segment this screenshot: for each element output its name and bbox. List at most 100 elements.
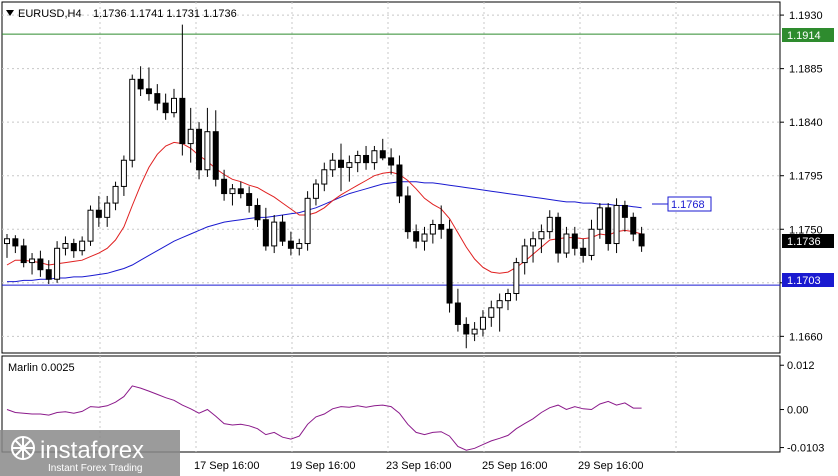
candle-body bbox=[596, 207, 603, 230]
candle bbox=[4, 234, 10, 258]
candle-body bbox=[371, 150, 378, 164]
green-level-tag bbox=[782, 28, 834, 42]
candle-body bbox=[221, 178, 228, 195]
main-grid bbox=[2, 2, 780, 353]
candle bbox=[145, 67, 152, 101]
candle-body bbox=[379, 150, 386, 159]
candle bbox=[546, 210, 553, 239]
candle bbox=[204, 107, 211, 177]
candle bbox=[54, 241, 61, 283]
candle bbox=[621, 200, 628, 232]
candle-body bbox=[112, 185, 119, 204]
ma-slow-label: 1.1768 bbox=[671, 199, 705, 211]
candle-body bbox=[630, 216, 637, 235]
candle bbox=[371, 145, 378, 170]
candle bbox=[20, 238, 27, 268]
candle-body bbox=[329, 159, 336, 171]
candle bbox=[379, 138, 386, 161]
main-chart-frame bbox=[1, 1, 781, 354]
candle-body bbox=[104, 202, 111, 218]
candle-body bbox=[120, 159, 127, 187]
candle bbox=[413, 224, 420, 249]
candle-body bbox=[212, 131, 219, 180]
blue-level-label: 1.1703 bbox=[787, 275, 821, 287]
candle bbox=[179, 24, 186, 156]
candle bbox=[555, 212, 562, 263]
candle-body bbox=[321, 169, 328, 185]
watermark-brand: instaforex bbox=[40, 437, 144, 464]
candle bbox=[596, 203, 603, 239]
candle-body bbox=[538, 231, 545, 240]
candle-body bbox=[54, 247, 61, 280]
candle-body bbox=[137, 78, 144, 90]
candle-body bbox=[304, 197, 311, 245]
x-tick-label: 25 Sep 16:00 bbox=[482, 460, 547, 472]
candle bbox=[79, 236, 86, 256]
current-price-tag bbox=[782, 234, 834, 248]
candle bbox=[463, 317, 470, 349]
candle-body bbox=[187, 128, 194, 145]
dropdown-triangle-icon[interactable] bbox=[6, 10, 14, 16]
y-tick-label: 1.1795 bbox=[789, 171, 823, 183]
candle-body bbox=[454, 302, 461, 325]
candle-body bbox=[580, 247, 587, 256]
candle bbox=[471, 322, 478, 342]
candle-body bbox=[505, 293, 511, 302]
candle bbox=[438, 205, 445, 239]
candle-body bbox=[204, 131, 211, 171]
candle bbox=[421, 226, 428, 251]
candlestick-series bbox=[4, 24, 645, 349]
x-tick-label: 29 Sep 16:00 bbox=[578, 460, 643, 472]
blue-level-tag bbox=[782, 273, 834, 287]
candle-body bbox=[338, 159, 344, 168]
candle bbox=[279, 214, 286, 246]
candle-body bbox=[62, 243, 69, 249]
candle bbox=[505, 288, 511, 311]
candle-body bbox=[254, 204, 261, 221]
y-tick-label: 1.1660 bbox=[789, 331, 823, 343]
candle-body bbox=[563, 233, 570, 254]
osc-tick-label: 0.00 bbox=[787, 405, 808, 417]
candle-body bbox=[446, 228, 453, 304]
candle-body bbox=[29, 258, 36, 264]
candle bbox=[37, 250, 44, 277]
candle-body bbox=[237, 188, 244, 195]
indicator-grid bbox=[99, 356, 677, 452]
candle-body bbox=[546, 216, 553, 233]
candle bbox=[171, 88, 177, 118]
x-tick-label: 19 Sep 16:00 bbox=[290, 460, 355, 472]
candle-body bbox=[429, 223, 436, 235]
candle bbox=[62, 236, 69, 256]
candle bbox=[321, 162, 328, 192]
candle-body bbox=[513, 262, 520, 295]
candle bbox=[388, 148, 395, 175]
candle-body bbox=[438, 223, 445, 230]
watermark-background bbox=[0, 430, 180, 476]
candle bbox=[580, 238, 587, 263]
candle-body bbox=[246, 193, 253, 206]
y-tick-label: 1.1750 bbox=[789, 224, 823, 236]
osc-tick-label: 0.012 bbox=[787, 360, 815, 372]
candle bbox=[221, 169, 228, 201]
candle-body bbox=[271, 221, 278, 247]
candle-body bbox=[287, 240, 294, 249]
candle bbox=[338, 143, 344, 192]
candle bbox=[29, 253, 36, 275]
candle-body bbox=[79, 240, 86, 252]
horizontal-levels bbox=[2, 33, 780, 286]
candle bbox=[404, 186, 411, 239]
oscillator-series bbox=[6, 385, 642, 451]
candle-body bbox=[279, 221, 286, 242]
candle-body bbox=[555, 216, 562, 254]
candle bbox=[237, 181, 244, 199]
y-tick-label: 1.1885 bbox=[789, 64, 823, 76]
candle-body bbox=[12, 238, 19, 247]
candle bbox=[70, 238, 77, 258]
candle-body bbox=[179, 97, 186, 145]
candle-body bbox=[621, 204, 628, 218]
candle-body bbox=[37, 258, 44, 271]
ma-slow-label-box bbox=[667, 196, 712, 212]
candle-body bbox=[312, 183, 319, 199]
x-tick-label: 23 Sep 16:00 bbox=[386, 460, 451, 472]
candle-body bbox=[171, 97, 177, 114]
